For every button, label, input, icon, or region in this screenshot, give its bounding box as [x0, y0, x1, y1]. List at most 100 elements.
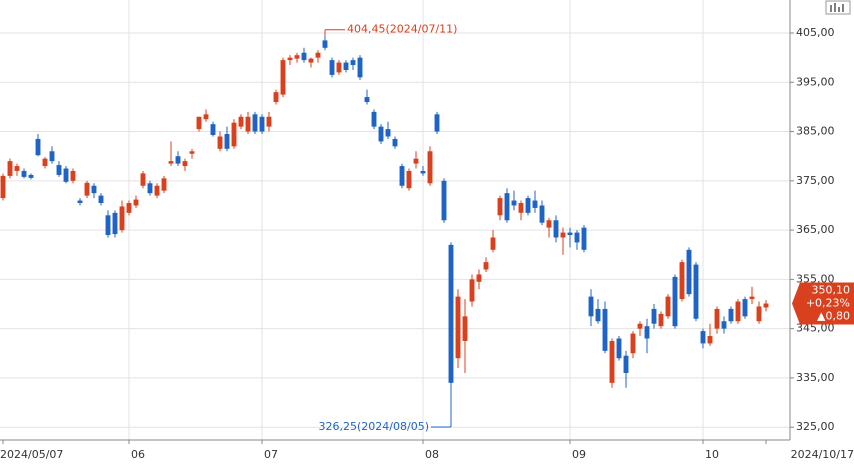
candle-body: [126, 203, 132, 213]
candle-body: [0, 175, 6, 199]
candle-body: [700, 331, 706, 344]
candle-body: [609, 340, 615, 383]
candle-body: [651, 308, 657, 324]
candle-body: [602, 308, 608, 351]
candle-body: [42, 158, 48, 167]
candle-body: [595, 308, 601, 322]
candle-body: [343, 62, 349, 70]
candle-body: [98, 195, 104, 204]
candle-body: [749, 296, 755, 300]
candle-body: [574, 232, 580, 243]
candle-body: [350, 60, 356, 66]
candle-body: [742, 299, 748, 317]
candle-body: [567, 232, 573, 236]
candle-body: [287, 57, 293, 61]
candle-body: [336, 62, 342, 73]
candle-body: [217, 136, 223, 149]
price-badge-text: +0,23%: [806, 297, 850, 310]
candle-body: [245, 116, 251, 132]
candle-body: [168, 161, 174, 164]
candle-body: [672, 276, 678, 327]
price-badge: [792, 282, 854, 325]
candle-body: [420, 170, 426, 174]
min-annotation: 326,25(2024/08/05): [319, 420, 429, 433]
candle-body: [721, 321, 727, 329]
y-tick-label: 345,00: [796, 322, 835, 335]
candle-body: [658, 313, 664, 327]
candle-body: [434, 114, 440, 132]
candle-body: [385, 129, 391, 137]
candle-body: [189, 151, 195, 154]
candle-body: [119, 206, 125, 231]
candle-body: [623, 355, 629, 373]
candle-body: [546, 220, 552, 228]
x-tick-label: 06: [131, 448, 145, 461]
candle-body: [448, 244, 454, 383]
candle-body: [77, 200, 83, 204]
candle-body: [329, 60, 335, 75]
candle-body: [21, 170, 27, 177]
candle-body: [63, 168, 69, 182]
candle-body: [441, 180, 447, 221]
candle-body: [91, 185, 97, 194]
candle-body: [371, 111, 377, 127]
candle-body: [399, 166, 405, 186]
y-tick-label: 325,00: [796, 420, 835, 433]
candle-body: [301, 52, 307, 61]
candle-body: [525, 198, 531, 213]
candle-body: [252, 114, 258, 132]
candle-body: [203, 114, 209, 120]
candle-body: [266, 116, 272, 127]
candle-body: [378, 126, 384, 142]
candle-body: [259, 116, 265, 132]
candle-body: [175, 156, 181, 164]
candle-body: [476, 274, 482, 282]
x-tick-label: 2024/05/07: [0, 448, 63, 461]
x-tick-label: 09: [572, 448, 586, 461]
candle-body: [392, 138, 398, 147]
candle-body: [588, 296, 594, 317]
max-annotation: 404,45(2024/07/11): [347, 23, 457, 36]
y-tick-label: 365,00: [796, 223, 835, 236]
candle-body: [581, 227, 587, 250]
y-tick-label: 375,00: [796, 174, 835, 187]
chart-type-icon: [830, 3, 844, 12]
candle-body: [140, 173, 146, 186]
candle-body: [735, 301, 741, 322]
candle-body: [28, 174, 34, 178]
candle-body: [231, 122, 237, 147]
candle-body: [644, 326, 650, 339]
candle-body: [637, 323, 643, 329]
chart-type-button[interactable]: [825, 0, 851, 15]
price-badge-text: 350,10: [812, 284, 851, 297]
candle-body: [105, 215, 111, 236]
candle-body: [630, 333, 636, 354]
candle-body: [49, 151, 55, 162]
candle-body: [707, 336, 713, 344]
candle-body: [518, 203, 524, 213]
candle-body: [483, 262, 489, 270]
candle-body: [224, 134, 230, 149]
candle-body: [756, 306, 762, 322]
candle-body: [462, 316, 468, 341]
y-tick-label: 385,00: [796, 125, 835, 138]
candle-body: [210, 124, 216, 136]
candle-body: [553, 220, 559, 238]
candle-body: [693, 264, 699, 319]
candle-body: [714, 308, 720, 329]
candle-body: [56, 165, 62, 175]
candle-body: [497, 198, 503, 216]
y-tick-label: 335,00: [796, 371, 835, 384]
candle-body: [161, 178, 167, 191]
candle-body: [455, 296, 461, 359]
x-tick-label: 07: [264, 448, 278, 461]
candle-body: [406, 170, 412, 189]
candle-body: [504, 193, 510, 221]
candle-body: [280, 60, 286, 95]
candle-body: [560, 232, 566, 238]
candle-body: [133, 199, 139, 206]
candle-body: [686, 249, 692, 295]
candle-body: [35, 138, 41, 156]
x-tick-label: 2024/10/17: [791, 448, 854, 461]
